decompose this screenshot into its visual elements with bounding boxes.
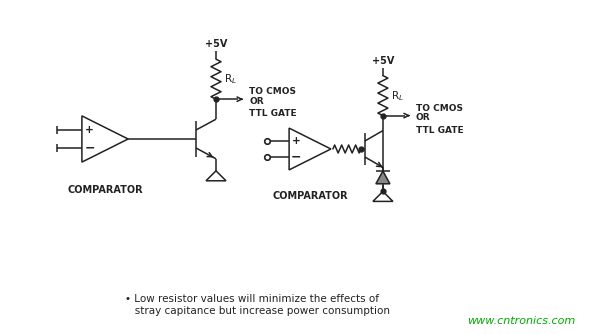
Text: +: +: [85, 125, 94, 135]
Polygon shape: [376, 171, 390, 184]
Text: R$_L$: R$_L$: [224, 72, 237, 86]
Text: COMPARATOR: COMPARATOR: [67, 185, 143, 195]
Text: TTL GATE: TTL GATE: [249, 109, 297, 118]
Text: −: −: [291, 151, 301, 164]
Text: • Low resistor values will minimize the effects of
   stray capitance but increa: • Low resistor values will minimize the …: [125, 294, 390, 316]
Text: +: +: [291, 136, 300, 146]
Text: R$_L$: R$_L$: [391, 89, 404, 103]
Text: TO CMOS: TO CMOS: [249, 87, 296, 96]
Text: −: −: [84, 142, 95, 155]
Text: OR: OR: [249, 97, 264, 106]
Text: OR: OR: [416, 113, 431, 122]
Text: TO CMOS: TO CMOS: [416, 104, 463, 113]
Text: TTL GATE: TTL GATE: [416, 126, 464, 135]
Text: COMPARATOR: COMPARATOR: [272, 191, 348, 201]
Text: +5V: +5V: [205, 39, 227, 49]
Text: +5V: +5V: [372, 55, 394, 65]
Text: www.cntronics.com: www.cntronics.com: [467, 316, 575, 326]
